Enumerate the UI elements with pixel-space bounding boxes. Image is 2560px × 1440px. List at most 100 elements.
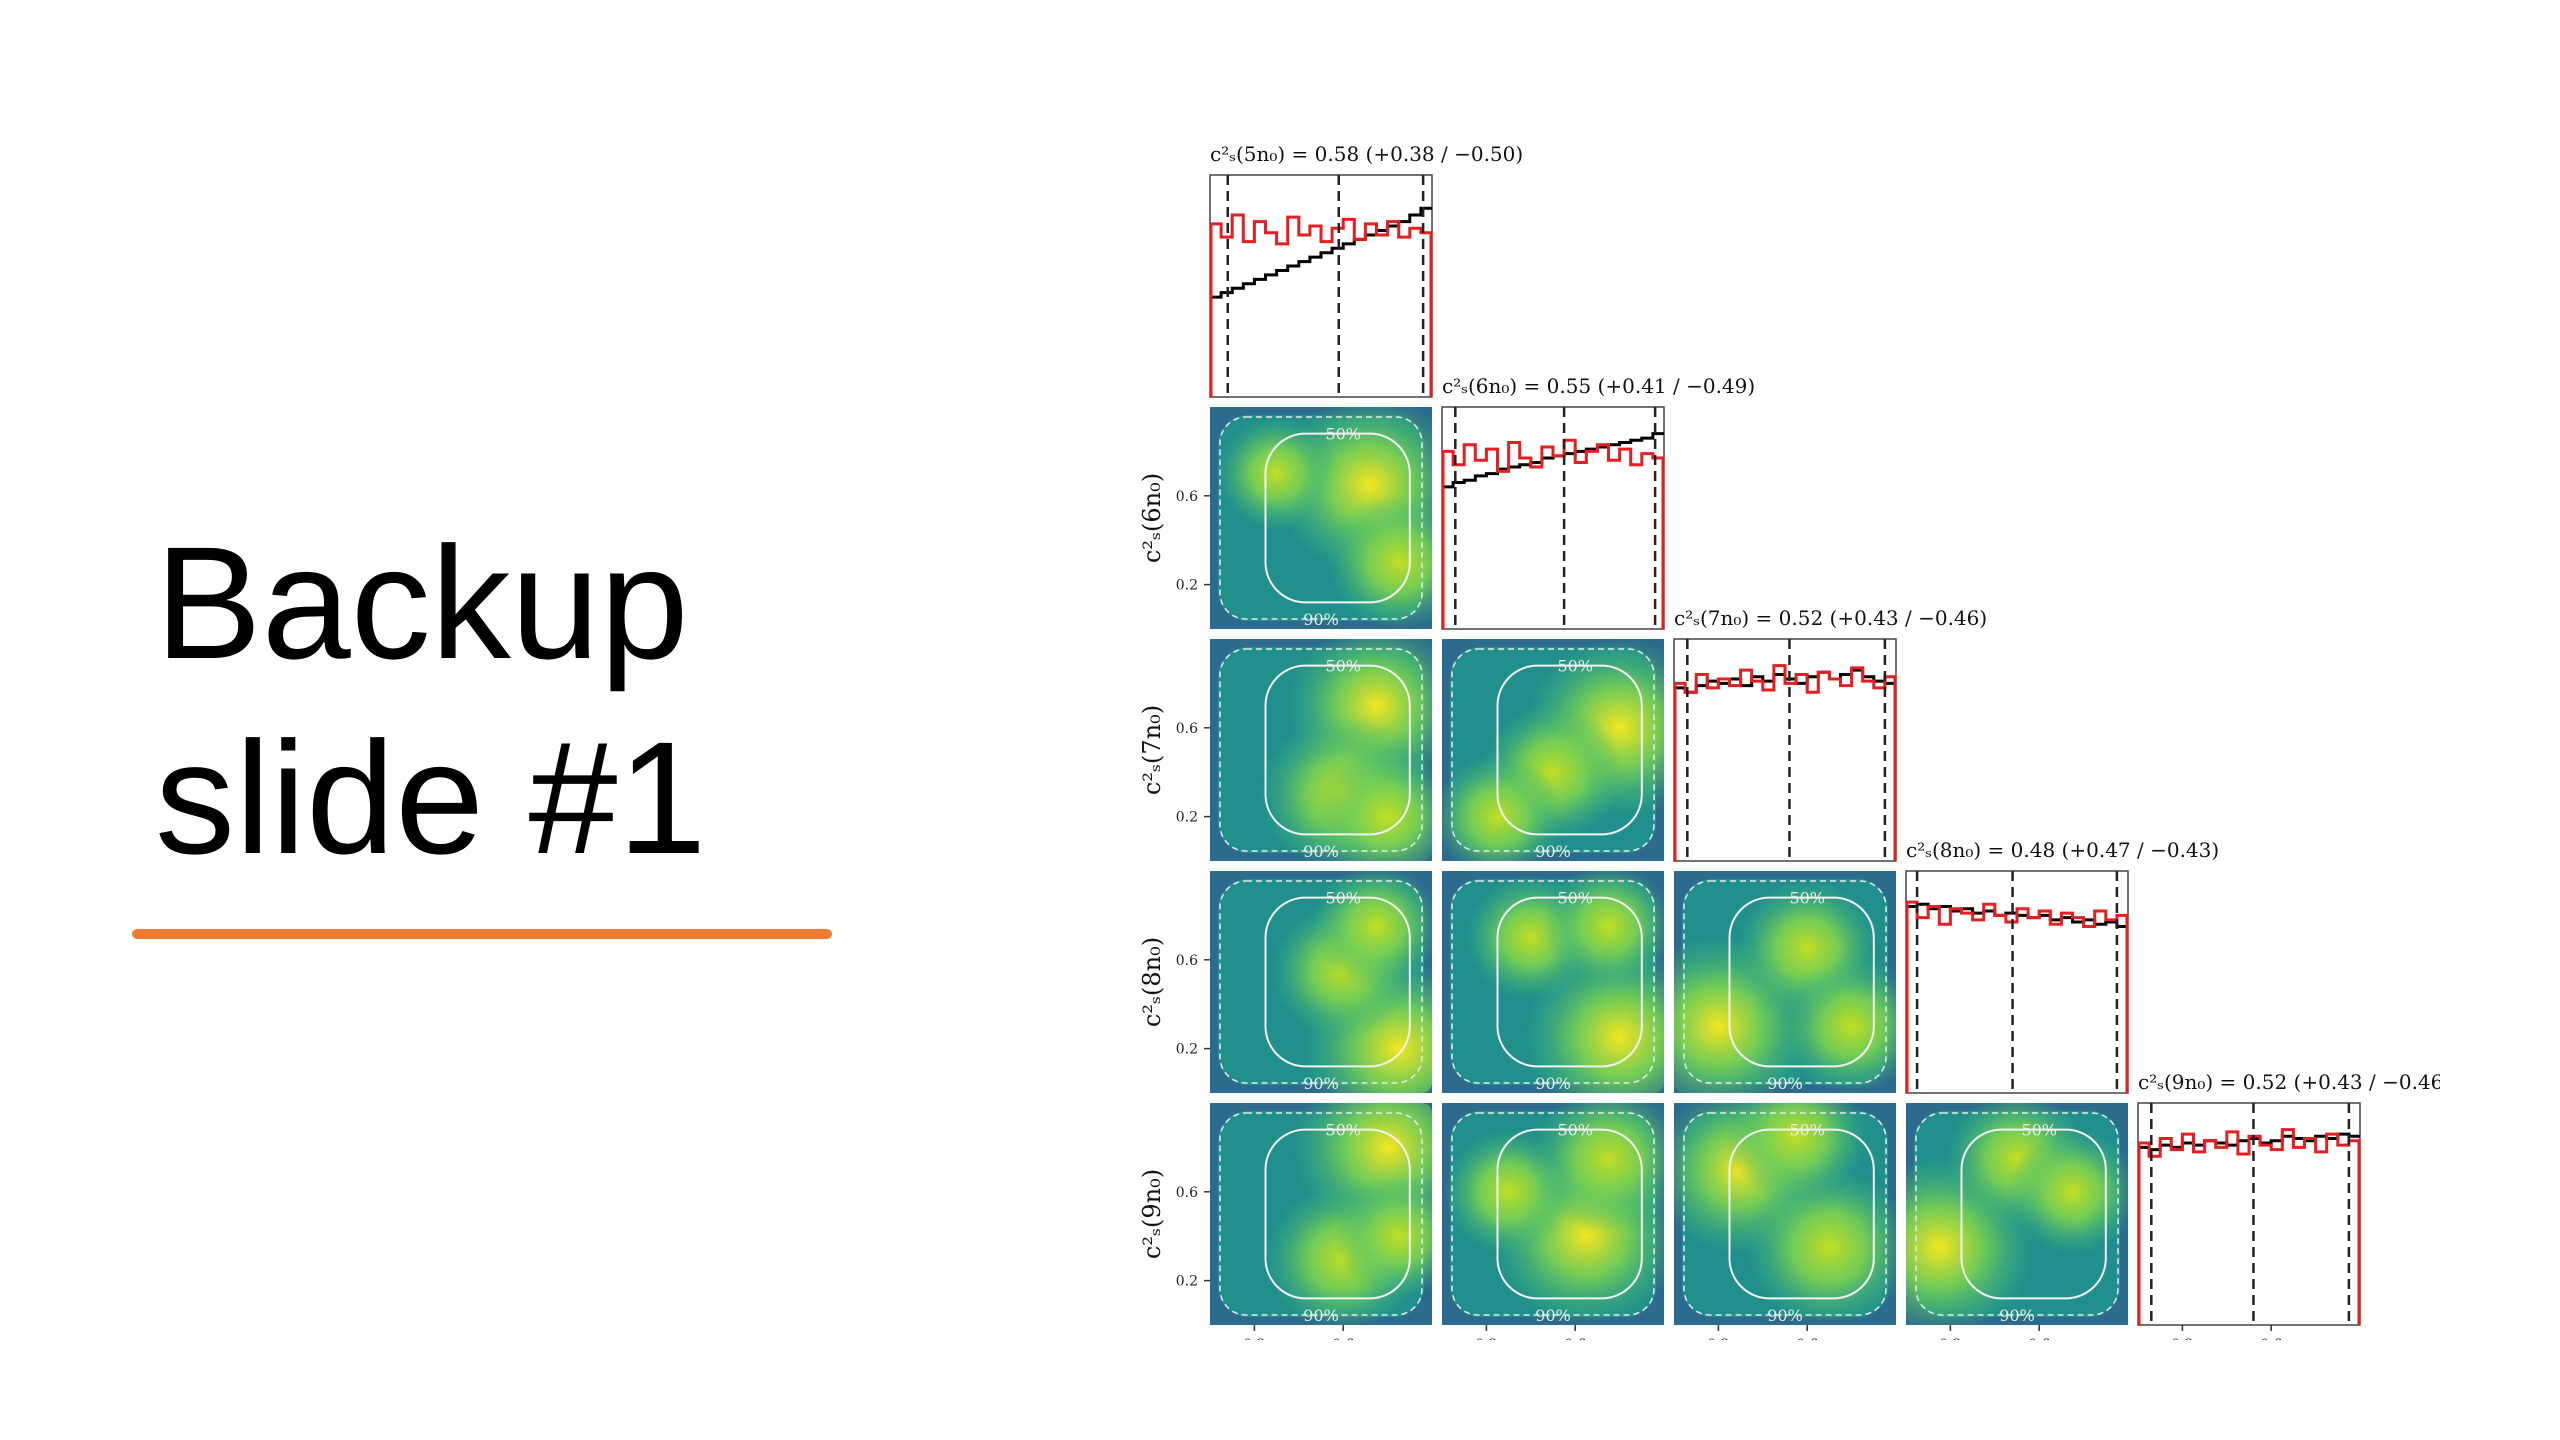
hist-title-7n0: c²ₛ(7n₀) = 0.52 (+0.43 / −0.46) (1674, 606, 1987, 630)
contour-90 (1219, 416, 1423, 620)
x-tick-label: 0.2 (1939, 1337, 1961, 1340)
density-peak (1316, 748, 1432, 861)
contour-50 (1264, 664, 1411, 836)
contour-50 (1728, 1128, 1875, 1300)
density-peak (1327, 494, 1432, 629)
contour-50 (1960, 1128, 2107, 1300)
density-panel-6n0-8n0: 50% 90% (1442, 871, 1664, 1093)
contour-label-50: 50% (1789, 889, 1825, 908)
x-tick-label: 0.2 (1475, 1337, 1497, 1340)
contour-90 (1915, 1112, 2119, 1316)
contour-50 (1264, 1128, 1411, 1300)
contour-50 (1264, 432, 1411, 604)
density-peak (1524, 947, 1664, 1093)
y-axis-label-7n0: c²ₛ(7n₀) (1138, 705, 1166, 795)
contour-label-90: 90% (1535, 1074, 1571, 1093)
hist-panel-8n0: c²ₛ(8n₀) = 0.48 (+0.47 / −0.43) (1905, 838, 2219, 1094)
hist-title-6n0: c²ₛ(6n₀) = 0.55 (+0.41 / −0.49) (1442, 374, 1755, 398)
y-tick-label: 0.6 (1176, 953, 1198, 969)
hist-frame (1905, 870, 2129, 1094)
contour-label-50: 50% (1325, 425, 1361, 444)
y-tick-label: 0.6 (1176, 721, 1198, 737)
contour-label-50: 50% (2021, 1121, 2057, 1140)
corner-plot: c²ₛ(5n₀) = 0.58 (+0.38 / −0.50) 50% 90% 0.2… (1138, 142, 2440, 1340)
density-peak (1746, 1168, 1896, 1325)
density-panel-5n0-8n0: 50% 90% (1210, 871, 1432, 1093)
slide-title: Backup slide #1 (155, 505, 706, 895)
y-tick-label: 0.6 (1176, 1185, 1198, 1201)
density-peak (1780, 958, 1896, 1093)
contour-label-50: 50% (1325, 1121, 1361, 1140)
density-panel-6n0-7n0: 50% 90% (1442, 639, 1664, 861)
contour-label-90: 90% (1303, 610, 1339, 629)
contour-90 (1219, 880, 1423, 1084)
hist-title-5n0: c²ₛ(5n₀) = 0.58 (+0.38 / −0.50) (1210, 142, 1523, 166)
density-panel-5n0-7n0: 50% 90% (1210, 639, 1432, 861)
contour-50 (1728, 896, 1875, 1068)
contour-label-90: 90% (1767, 1074, 1803, 1093)
contour-50 (1264, 896, 1411, 1068)
density-peak (1217, 416, 1336, 531)
title-underline (132, 929, 832, 939)
contour-label-90: 90% (1303, 1074, 1339, 1093)
posterior-hist-line (1210, 206, 1432, 299)
hist-panel-9n0: c²ₛ(9n₀) = 0.52 (+0.43 / −0.46) (2137, 1070, 2440, 1326)
y-axis-label-9n0: c²ₛ(9n₀) (1138, 1169, 1166, 1259)
contour-90 (1451, 880, 1655, 1084)
y-tick-label: 0.2 (1176, 810, 1198, 826)
contour-label-90: 90% (1303, 842, 1339, 861)
x-tick-label: 0.6 (1564, 1337, 1586, 1340)
density-panel-7n0-8n0: 50% 90% (1674, 871, 1896, 1093)
prior-hist-line (1210, 213, 1432, 246)
slide-title-line1: Backup (155, 513, 689, 692)
prior-hist-line (1442, 438, 1664, 473)
contour-label-50: 50% (1325, 657, 1361, 676)
x-tick-label: 0.6 (2028, 1337, 2050, 1340)
contour-label-90: 90% (1999, 1306, 2035, 1325)
hist-panel-6n0: c²ₛ(6n₀) = 0.55 (+0.41 / −0.49) (1441, 374, 1755, 630)
x-tick-label: 0.2 (2171, 1337, 2193, 1340)
density-peak (1725, 1103, 1868, 1205)
contour-50 (1496, 896, 1643, 1068)
x-tick-label: 0.6 (1796, 1337, 1818, 1340)
contour-label-50: 50% (1325, 889, 1361, 908)
contour-label-50: 50% (1789, 1121, 1825, 1140)
hist-panel-5n0: c²ₛ(5n₀) = 0.58 (+0.38 / −0.50) (1209, 142, 1523, 398)
density-peak (1333, 1173, 1432, 1299)
contour-label-90: 90% (1303, 1306, 1339, 1325)
prior-hist-line (1674, 664, 1896, 694)
y-tick-label: 0.2 (1176, 1042, 1198, 1058)
x-tick-label: 0.2 (1243, 1337, 1265, 1340)
x-tick-label: 0.6 (1332, 1337, 1354, 1340)
density-panel-8n0-9n0: 50% 90% (1906, 1103, 2128, 1325)
density-panel-5n0-9n0: 50% 90% (1210, 1103, 1432, 1325)
density-panel-5n0-6n0: 50% 90% (1210, 407, 1432, 629)
y-axis-label-6n0: c²ₛ(6n₀) (1138, 473, 1166, 563)
hist-title-9n0: c²ₛ(9n₀) = 0.52 (+0.43 / −0.46) (2138, 1070, 2440, 1094)
contour-90 (1683, 880, 1887, 1084)
y-tick-label: 0.2 (1176, 578, 1198, 594)
x-tick-label: 0.2 (1707, 1337, 1729, 1340)
hist-frame (1209, 174, 1433, 398)
contour-label-50: 50% (1557, 1121, 1593, 1140)
contour-90 (1219, 1112, 1423, 1316)
contour-label-50: 50% (1557, 889, 1593, 908)
slide-title-line2: slide #1 (155, 708, 707, 887)
contour-label-50: 50% (1557, 657, 1593, 676)
prior-hist-line (1906, 900, 2128, 928)
contour-90 (1451, 648, 1655, 852)
contour-50 (1496, 664, 1643, 836)
contour-label-90: 90% (1535, 842, 1571, 861)
x-tick-label: 0.6 (2260, 1337, 2282, 1340)
density-panel-7n0-9n0: 50% 90% (1674, 1103, 1896, 1325)
prior-hist-line (2138, 1128, 2360, 1158)
contour-90 (1683, 1112, 1887, 1316)
contour-50 (1496, 1128, 1643, 1300)
density-peak (1443, 1129, 1574, 1255)
y-axis-label-8n0: c²ₛ(8n₀) (1138, 937, 1166, 1027)
y-tick-label: 0.6 (1176, 489, 1198, 505)
hist-panel-7n0: c²ₛ(7n₀) = 0.52 (+0.43 / −0.46) (1673, 606, 1987, 862)
contour-90 (1219, 648, 1423, 852)
contour-90 (1451, 1112, 1655, 1316)
y-tick-label: 0.2 (1176, 1274, 1198, 1290)
